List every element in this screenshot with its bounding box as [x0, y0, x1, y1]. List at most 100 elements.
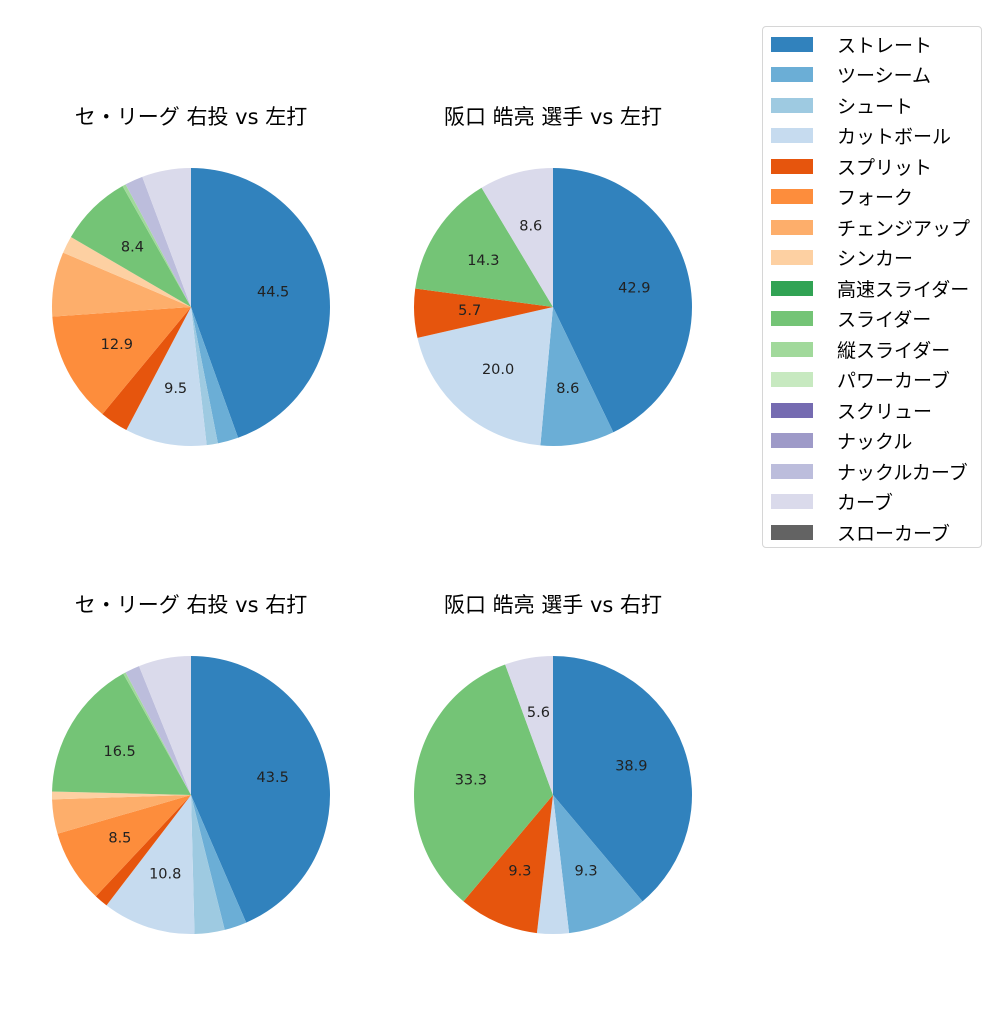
pie-slice: [52, 673, 191, 795]
pie-chart: 38.9 9.3 9.3 33.3 5.6: [414, 656, 692, 934]
pie-slice: [95, 795, 191, 906]
legend-label: パワーカーブ: [837, 370, 950, 392]
pie-slice: [415, 187, 553, 307]
legend-label: 高速スライダー: [837, 278, 970, 301]
legend-label: スクリュー: [837, 400, 933, 423]
pie-chart: 43.5 10.8 8.5 16.5: [52, 656, 330, 934]
pie-slice: [191, 795, 247, 930]
pie-slice: [417, 307, 553, 446]
legend-swatch: [771, 128, 813, 143]
legend-label: カットボール: [837, 126, 952, 148]
pie-chart: 44.5 9.5 12.9 8.4: [52, 168, 330, 446]
pie-slice: [414, 664, 553, 902]
pie-slice: [63, 236, 192, 307]
pie-slice: [52, 307, 191, 415]
pie-slice: [123, 672, 191, 795]
pie-slice: [126, 307, 207, 446]
pie-panel-league-vs-left: セ・リーグ 右投 vs 左打 44.5 9.5 12.9 8.4: [31, 101, 351, 521]
pie-slice: [540, 307, 614, 446]
legend-label: ナックルカーブ: [837, 461, 968, 484]
pie-slice: [463, 795, 553, 934]
legend-item: フォーク: [771, 186, 914, 209]
pie-slice: [125, 666, 191, 795]
legend-swatch: [771, 250, 813, 265]
chart-title: セ・リーグ 右投 vs 左打: [74, 105, 308, 129]
legend-item: スプリット: [771, 155, 933, 179]
pie-slice: [52, 795, 191, 834]
legend-label: チェンジアップ: [837, 217, 971, 240]
legend-label: ナックル: [837, 431, 913, 453]
pie-slice: [536, 795, 570, 934]
pie-slice: [70, 186, 191, 307]
pie-slice: [122, 184, 191, 307]
legend-item: 縦スライダー: [771, 338, 950, 362]
pie-panel-player-vs-right: 阪口 皓亮 選手 vs 右打 38.9 9.3 9.3 33.3 5.6: [393, 589, 713, 1009]
pie-slice: [553, 656, 692, 902]
legend-label: シュート: [837, 95, 914, 118]
legend-label: カーブ: [837, 492, 893, 514]
legend-item: スライダー: [771, 308, 931, 331]
legend-item: シンカー: [771, 247, 914, 270]
legend-swatch: [771, 372, 813, 387]
slice-value-label: 8.5: [108, 831, 131, 847]
legend-item: シュート: [771, 94, 914, 118]
slice-value-label: 5.7: [458, 303, 481, 319]
legend-item: ツーシーム: [771, 64, 932, 87]
legend-label: シンカー: [837, 248, 914, 270]
pie-slice: [414, 288, 553, 338]
legend-swatch: [771, 189, 813, 204]
pie-slice: [52, 791, 191, 800]
slice-value-label: 9.5: [164, 381, 187, 397]
slice-value-label: 43.5: [257, 770, 289, 786]
pie-slice: [106, 795, 195, 934]
pie-slice: [191, 168, 330, 438]
pie-slice: [505, 656, 553, 795]
legend-item: ストレート: [771, 33, 933, 57]
legend-item: ナックル: [771, 430, 913, 453]
legend-swatch: [771, 494, 813, 509]
legend-item: カットボール: [771, 125, 952, 148]
legend-label: ストレート: [837, 34, 933, 57]
pie-slice: [191, 656, 330, 923]
slice-value-label: 33.3: [455, 773, 487, 789]
legend-swatch: [771, 402, 813, 418]
slice-value-label: 8.4: [121, 240, 144, 256]
slice-value-label: 9.3: [508, 864, 531, 880]
slice-value-label: 8.6: [519, 219, 542, 235]
legend-item: ナックルカーブ: [771, 460, 968, 484]
legend-label: フォーク: [837, 187, 914, 209]
slice-value-label: 16.5: [103, 744, 135, 760]
slice-value-label: 9.3: [575, 864, 598, 880]
legend-item: パワーカーブ: [771, 369, 950, 392]
slice-value-label: 42.9: [618, 280, 650, 296]
slice-value-label: 12.9: [101, 337, 133, 353]
legend-item: スクリュー: [771, 399, 933, 423]
legend-label: スプリット: [837, 156, 933, 179]
slice-value-label: 14.3: [467, 253, 499, 269]
chart-title: 阪口 皓亮 選手 vs 右打: [443, 593, 663, 617]
pie-slice: [191, 795, 225, 934]
pie-slice: [191, 307, 239, 444]
slice-value-label: 38.9: [615, 758, 647, 774]
legend-swatch: [771, 158, 813, 174]
legend-label: ツーシーム: [837, 65, 932, 87]
pie-panel-player-vs-left: 阪口 皓亮 選手 vs 左打 42.9 8.6 20.0 5.7 14.3 8.6: [393, 101, 713, 521]
legend-swatch: [771, 311, 813, 326]
pie-slice: [57, 795, 191, 897]
pie-slice: [191, 307, 218, 446]
legend-swatch: [771, 219, 813, 235]
pie-chart: 42.9 8.6 20.0 5.7 14.3 8.6: [414, 168, 692, 446]
chart-title: セ・リーグ 右投 vs 右打: [74, 593, 308, 617]
slice-value-label: 5.6: [527, 705, 550, 721]
legend-swatch: [771, 280, 813, 296]
slice-value-label: 44.5: [257, 285, 289, 301]
slice-value-label: 10.8: [149, 866, 181, 882]
pie-panel-league-vs-right: セ・リーグ 右投 vs 右打 43.5 10.8 8.5 16.5: [31, 589, 351, 1009]
legend-swatch: [771, 36, 813, 52]
pie-slice: [52, 252, 191, 317]
pie-slice: [102, 307, 191, 431]
legend-swatch: [771, 67, 813, 82]
pie-slice: [139, 656, 191, 795]
slice-value-label: 8.6: [556, 381, 579, 397]
legend: ストレートツーシームシュートカットボール スプリットフォークチェンジアップ シンカー…: [762, 26, 982, 548]
